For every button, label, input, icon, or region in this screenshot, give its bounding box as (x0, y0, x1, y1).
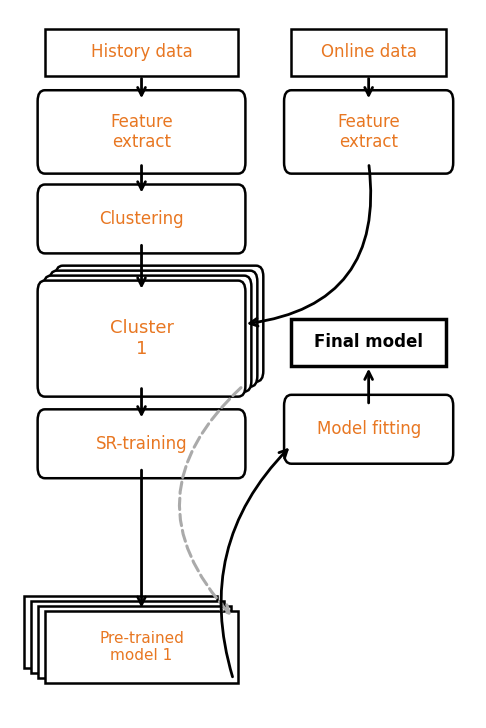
Text: Pre-trained
model 1: Pre-trained model 1 (99, 630, 184, 663)
FancyBboxPatch shape (284, 90, 453, 174)
FancyBboxPatch shape (44, 276, 251, 392)
FancyBboxPatch shape (31, 601, 224, 673)
Text: Clustering: Clustering (99, 210, 184, 228)
Text: Cluster
1: Cluster 1 (109, 319, 174, 358)
FancyBboxPatch shape (38, 606, 231, 678)
FancyBboxPatch shape (291, 28, 446, 76)
FancyBboxPatch shape (291, 319, 446, 365)
Text: Online data: Online data (321, 43, 417, 61)
FancyBboxPatch shape (45, 611, 238, 683)
Text: History data: History data (91, 43, 192, 61)
FancyBboxPatch shape (37, 409, 245, 478)
FancyBboxPatch shape (37, 90, 245, 174)
FancyBboxPatch shape (24, 596, 217, 668)
FancyBboxPatch shape (45, 28, 238, 76)
FancyBboxPatch shape (37, 184, 245, 253)
Text: Final model: Final model (314, 333, 423, 351)
FancyBboxPatch shape (50, 271, 258, 387)
Text: Model fitting: Model fitting (316, 420, 421, 438)
Text: SR-training: SR-training (96, 435, 187, 453)
FancyBboxPatch shape (55, 266, 263, 381)
FancyBboxPatch shape (37, 280, 245, 397)
Text: Feature
extract: Feature extract (110, 113, 173, 151)
Text: Feature
extract: Feature extract (337, 113, 400, 151)
FancyBboxPatch shape (284, 395, 453, 464)
